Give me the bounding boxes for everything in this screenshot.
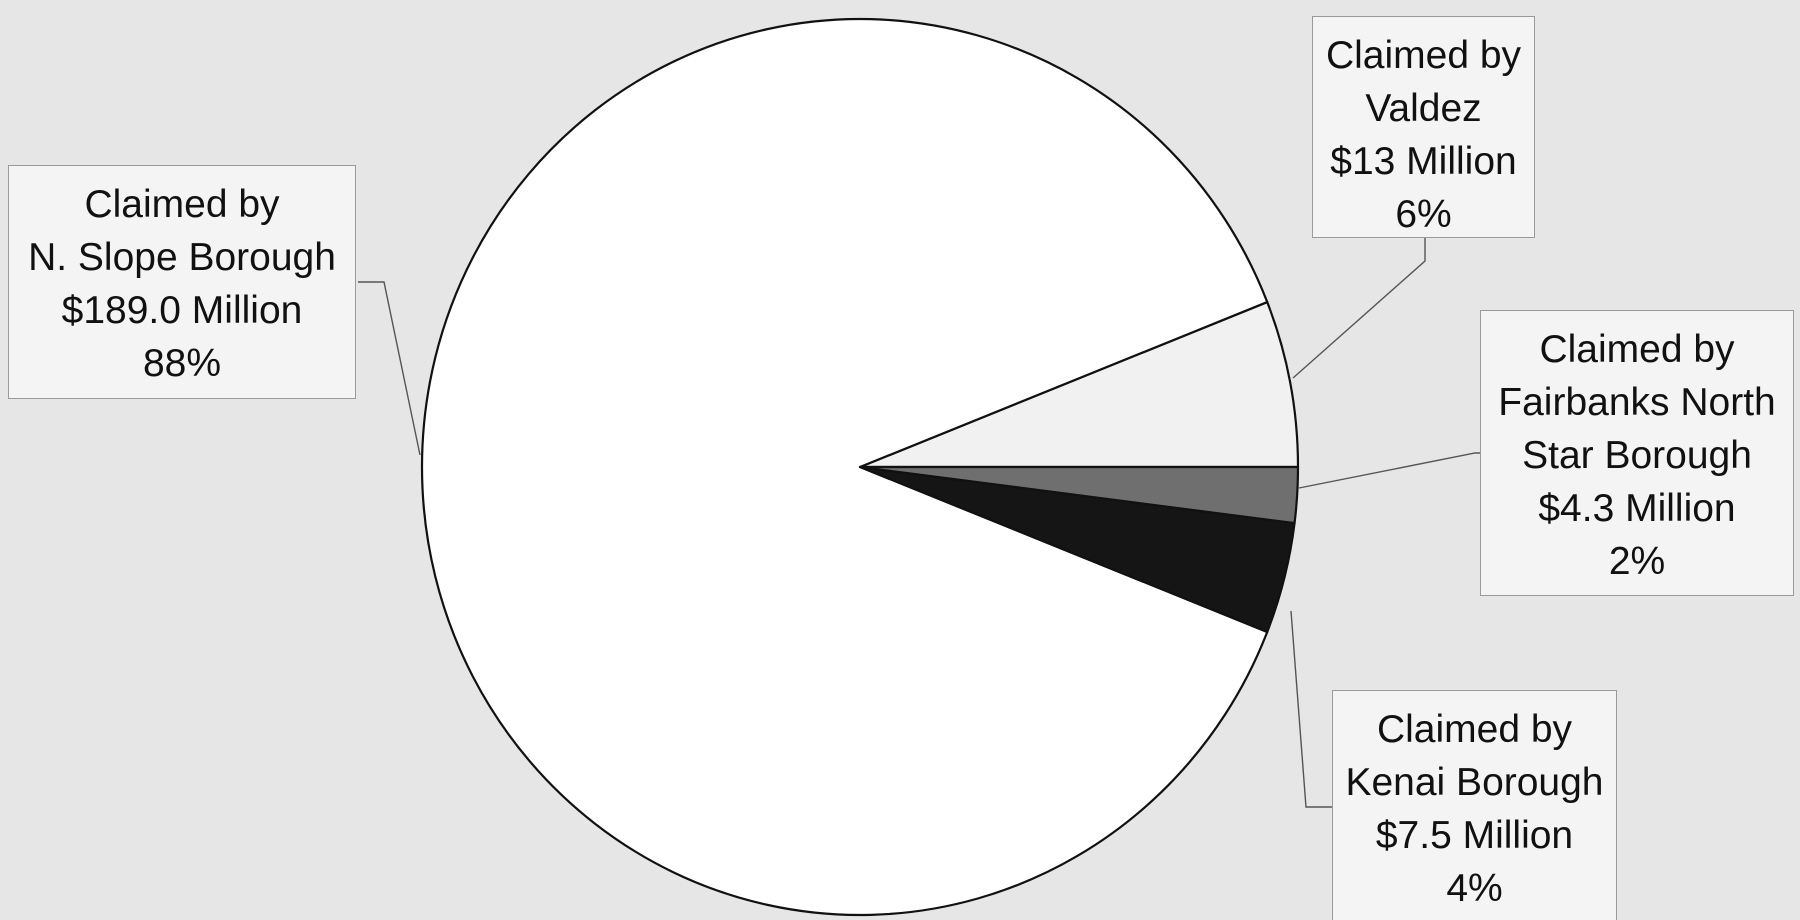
slice-percent-text: 2% bbox=[1608, 540, 1666, 583]
slice-label-valdez: Claimed by Valdez $13 Million 6% bbox=[1312, 16, 1535, 238]
slice-label-line: Claimed by bbox=[1376, 708, 1573, 751]
slice-value-text: $189.0 Million bbox=[61, 289, 303, 332]
slice-label-line: N. Slope Borough bbox=[28, 236, 336, 279]
leader-line-fnsb bbox=[1298, 452, 1480, 489]
slice-label-line: Kenai Borough bbox=[1345, 761, 1604, 804]
leader-lines bbox=[358, 238, 1480, 808]
slice-label-line: Star Borough bbox=[1522, 434, 1752, 477]
slice-nslope bbox=[420, 17, 1269, 917]
slice-label-line: Valdez bbox=[1365, 87, 1482, 130]
slice-label-line: Claimed by bbox=[84, 183, 280, 226]
slice-percent-text: 6% bbox=[1395, 193, 1452, 236]
slice-value-text: $7.5 Million bbox=[1375, 814, 1574, 857]
slice-fairbanks bbox=[858, 465, 1300, 525]
slice-label-line: Claimed by bbox=[1539, 328, 1735, 371]
slice-value-text: $4.3 Million bbox=[1538, 487, 1736, 530]
slice-percent-text: 88% bbox=[142, 342, 222, 385]
leader-line-kenai bbox=[1290, 610, 1332, 808]
pie-slices bbox=[420, 17, 1300, 917]
slice-valdez bbox=[858, 300, 1300, 469]
slice-label-fairbanks: Claimed by Fairbanks North Star Borough … bbox=[1480, 310, 1794, 596]
slice-value-text: $13 Million bbox=[1330, 140, 1517, 183]
slice-percent-text: 4% bbox=[1446, 867, 1503, 910]
leader-line-valdez bbox=[1292, 238, 1426, 379]
slice-label-kenai: Claimed by Kenai Borough $7.5 Million 4% bbox=[1332, 690, 1617, 920]
leader-line-nslope bbox=[358, 281, 421, 456]
slice-label-line: Fairbanks North bbox=[1498, 381, 1776, 424]
slice-label-line: Claimed by bbox=[1325, 34, 1522, 77]
slice-label-nslope: Claimed by N. Slope Borough $189.0 Milli… bbox=[8, 165, 356, 399]
